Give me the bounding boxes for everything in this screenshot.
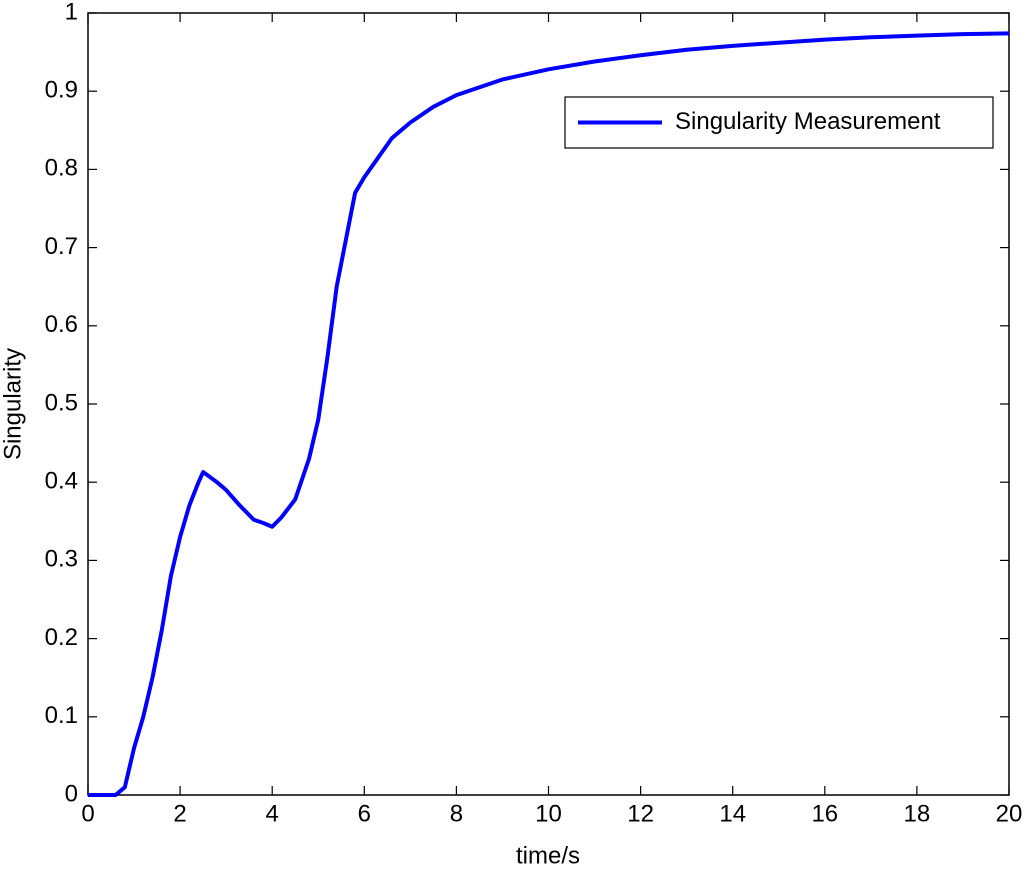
y-axis-label: Singularity	[0, 348, 26, 460]
x-tick-label: 2	[173, 800, 186, 827]
y-tick-label: 0.8	[45, 155, 78, 182]
y-tick-label: 1	[65, 0, 78, 25]
y-tick-label: 0.4	[45, 468, 78, 495]
x-tick-label: 12	[627, 800, 654, 827]
x-tick-label: 6	[358, 800, 371, 827]
legend-label: Singularity Measurement	[675, 108, 941, 135]
y-tick-label: 0	[65, 780, 78, 807]
y-tick-label: 0.7	[45, 233, 78, 260]
y-tick-label: 0.1	[45, 702, 78, 729]
x-tick-label: 14	[719, 800, 746, 827]
x-tick-label: 16	[811, 800, 838, 827]
y-tick-label: 0.5	[45, 389, 78, 416]
x-tick-label: 8	[450, 800, 463, 827]
y-tick-label: 0.6	[45, 311, 78, 338]
x-tick-label: 10	[535, 800, 562, 827]
x-tick-label: 18	[904, 800, 931, 827]
y-tick-label: 0.3	[45, 546, 78, 573]
y-tick-label: 0.9	[45, 77, 78, 104]
data-line	[88, 31, 1010, 797]
x-tick-label: 0	[81, 800, 94, 827]
x-axis-label: time/s	[516, 842, 580, 869]
y-tick-label: 0.2	[45, 624, 78, 651]
x-tick-label: 4	[266, 800, 279, 827]
x-tick-label: 20	[996, 800, 1023, 827]
